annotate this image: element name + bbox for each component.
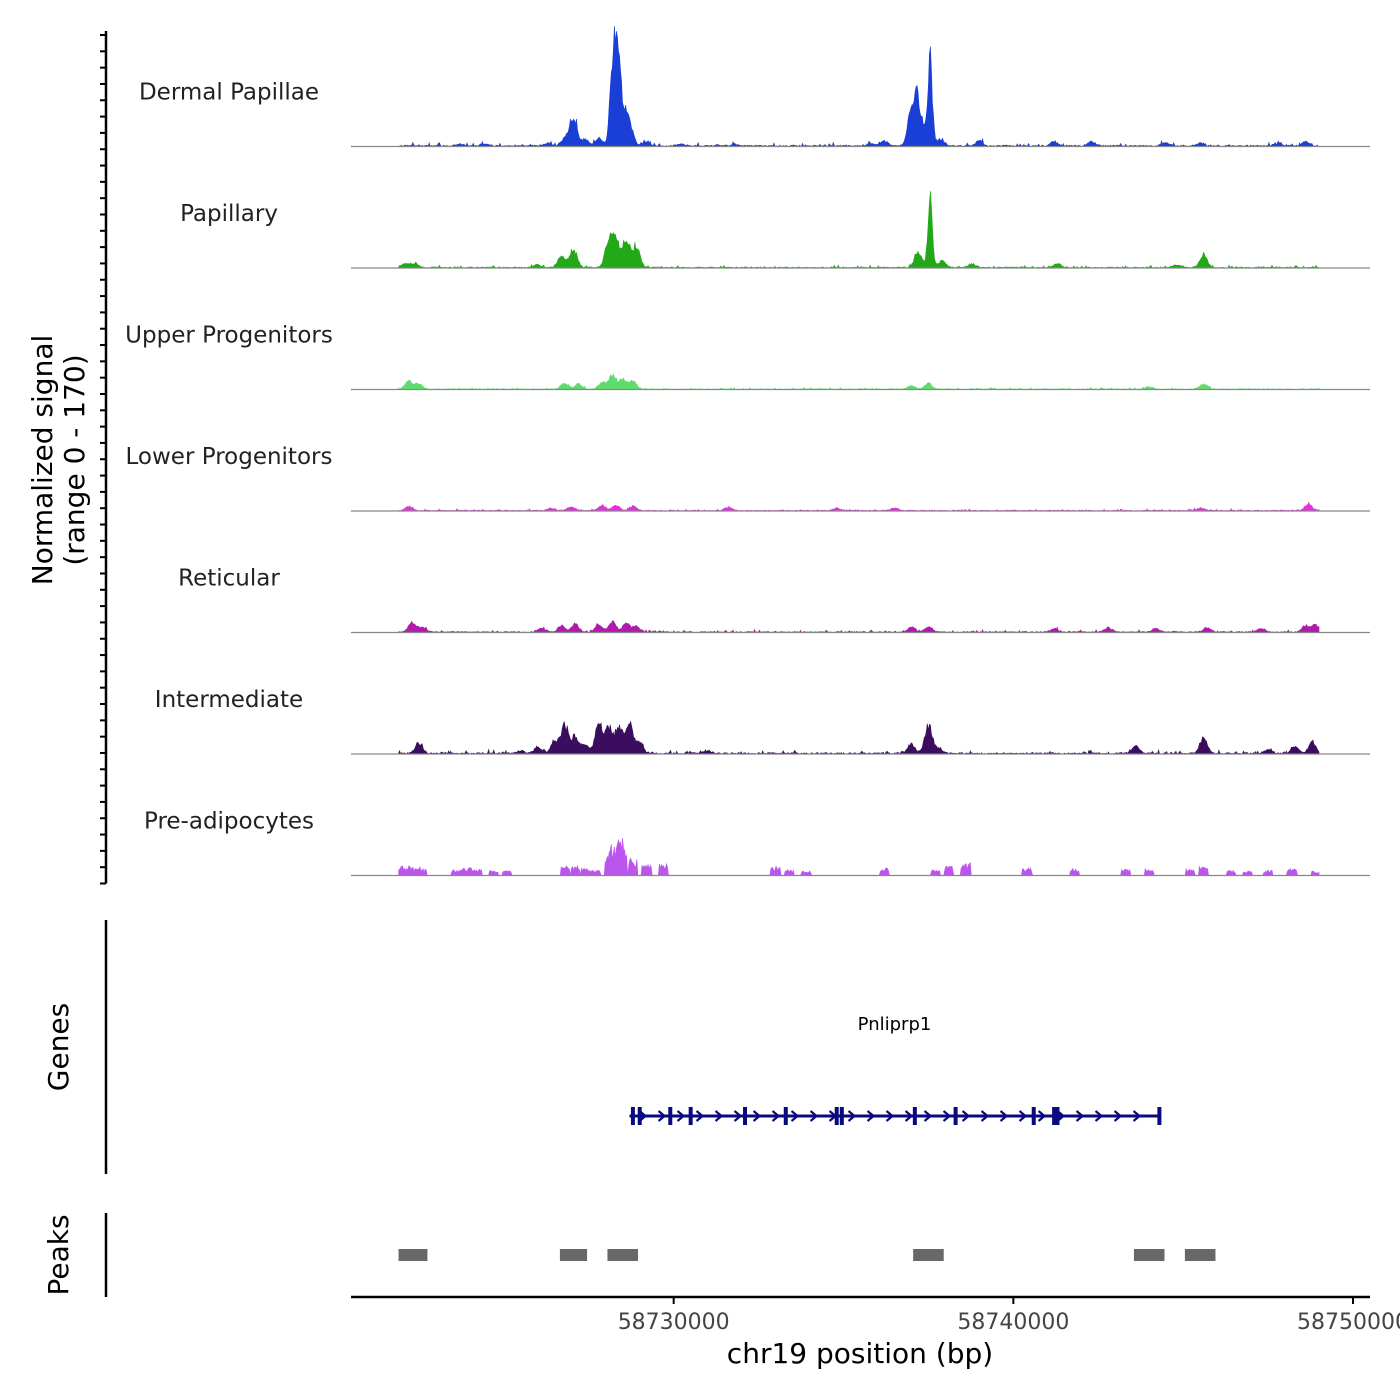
track-reticular: Reticular	[178, 566, 1370, 634]
track-lower-progenitors: Lower Progenitors	[126, 444, 1370, 512]
strand-arrow	[752, 1110, 762, 1122]
exon	[743, 1107, 748, 1125]
track-label: Dermal Papillae	[139, 80, 319, 106]
signal-area	[398, 720, 1320, 755]
strand-arrow	[1037, 1110, 1047, 1122]
track-label: Lower Progenitors	[126, 444, 333, 470]
strand-arrow	[1056, 1110, 1066, 1122]
peak-region	[559, 1249, 588, 1261]
strand-arrow	[1113, 1110, 1123, 1122]
exon	[912, 1107, 917, 1125]
peak-region	[398, 1249, 428, 1261]
strand-arrow	[866, 1110, 876, 1122]
strand-arrow	[999, 1110, 1009, 1122]
exon	[783, 1107, 788, 1125]
strand-arrow	[676, 1110, 686, 1122]
strand-arrow	[1132, 1110, 1142, 1122]
signal-area	[398, 838, 1320, 876]
peak-region	[607, 1249, 639, 1261]
exon	[953, 1107, 958, 1125]
exon	[1031, 1107, 1036, 1125]
ylabel-line2: (range 0 - 170)	[58, 354, 91, 565]
track-dermal-papillae: Dermal Papillae	[139, 26, 1370, 148]
strand-arrow	[1094, 1110, 1104, 1122]
exon	[834, 1107, 839, 1125]
gene-track	[629, 1107, 1162, 1125]
track-upper-progenitors: Upper Progenitors	[125, 323, 1370, 391]
strand-arrow	[695, 1110, 705, 1122]
peak-region	[1184, 1249, 1216, 1261]
strand-arrow	[790, 1110, 800, 1122]
signal-tracks: Dermal Papillae Papillary Upper Progenitor…	[125, 26, 1370, 877]
peaks-label: Peaks	[42, 1214, 75, 1295]
exon	[839, 1107, 844, 1125]
signal-area	[398, 26, 1320, 148]
strand-arrow	[657, 1110, 667, 1122]
strand-arrow	[1075, 1110, 1085, 1122]
signal-y-axis	[100, 31, 108, 885]
exon	[1052, 1107, 1057, 1125]
track-label: Papillary	[180, 201, 278, 227]
genes-label: Genes	[42, 1003, 75, 1091]
signal-area	[398, 620, 1320, 633]
track-label: Pre-adipocytes	[144, 809, 314, 835]
strand-arrow	[980, 1110, 990, 1122]
signal-area	[398, 191, 1320, 269]
x-tick-label: 58750000	[1297, 1310, 1400, 1335]
track-label: Upper Progenitors	[125, 323, 333, 349]
exon	[637, 1107, 642, 1125]
x-tick-label: 58730000	[618, 1310, 730, 1335]
signal-area	[398, 373, 1320, 390]
peak-region	[913, 1249, 944, 1261]
x-tick-label: 58740000	[957, 1310, 1069, 1335]
strand-arrow	[904, 1110, 914, 1122]
track-intermediate: Intermediate	[155, 687, 1370, 755]
x-axis-title: chr19 position (bp)	[727, 1337, 993, 1370]
strand-arrow	[809, 1110, 819, 1122]
strand-arrow	[1018, 1110, 1028, 1122]
peak-region	[1133, 1249, 1165, 1261]
peak-track	[398, 1249, 1216, 1261]
strand-arrow	[847, 1110, 857, 1122]
strand-arrow	[885, 1110, 895, 1122]
strand-arrow	[771, 1110, 781, 1122]
strand-arrow	[714, 1110, 724, 1122]
track-label: Intermediate	[155, 687, 303, 713]
track-papillary: Papillary	[180, 191, 1370, 269]
exon	[1157, 1107, 1162, 1125]
strand-arrow	[942, 1110, 952, 1122]
exon	[668, 1107, 673, 1125]
strand-arrow	[733, 1110, 743, 1122]
signal-area	[398, 501, 1320, 512]
gene-name-label: Pnliprp1	[858, 1014, 932, 1035]
exon	[630, 1107, 635, 1125]
exon	[1055, 1107, 1060, 1125]
ylabel-line1: Normalized signal	[26, 335, 59, 586]
x-axis-ticks: 58730000 58740000 58750000	[618, 1297, 1400, 1335]
exon	[688, 1107, 693, 1125]
strand-arrow	[923, 1110, 933, 1122]
strand-arrow	[961, 1110, 971, 1122]
track-pre-adipocytes: Pre-adipocytes	[144, 809, 1370, 877]
track-label: Reticular	[178, 566, 280, 592]
